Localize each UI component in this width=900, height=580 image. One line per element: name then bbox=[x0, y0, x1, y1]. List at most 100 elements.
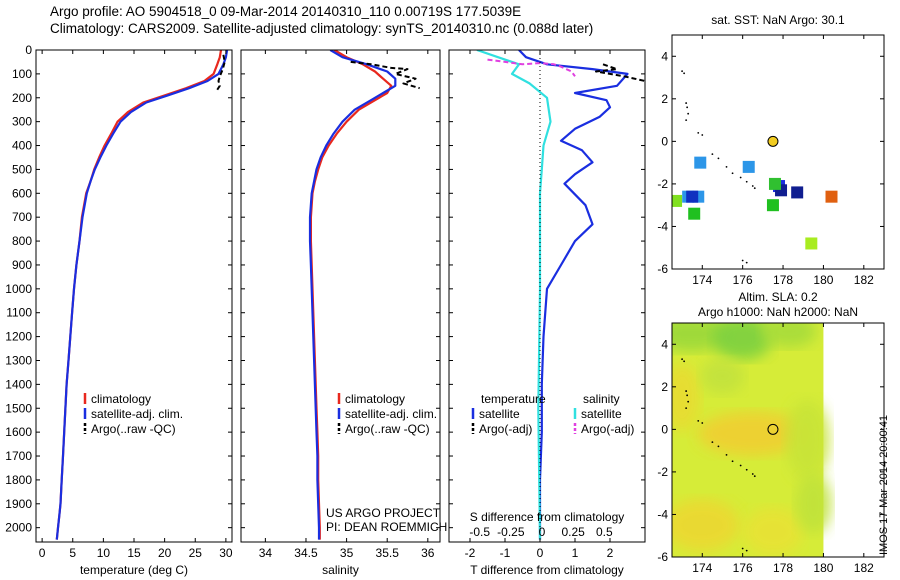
sla-map-ytick-label-1: 2 bbox=[661, 380, 668, 394]
sla-map-island-11 bbox=[731, 460, 734, 463]
sst-map-ytick-label-5: -6 bbox=[657, 262, 668, 276]
temperature-xtick-label-4: 20 bbox=[158, 546, 172, 560]
difference-axes-frame bbox=[448, 49, 646, 543]
depth-tick-label-15: 1500 bbox=[5, 401, 32, 415]
salinity-legend-2-label: Argo(..raw -QC) bbox=[345, 422, 430, 436]
sla-map-island-0 bbox=[681, 358, 683, 361]
sst-square-10 bbox=[688, 207, 701, 220]
difference-x2tick-label-3: 0.25 bbox=[561, 525, 585, 539]
sst-map-xtick-label-4: 182 bbox=[854, 273, 874, 287]
temperature-series-2-line bbox=[215, 54, 226, 92]
sla-map-axes-frame bbox=[671, 322, 885, 558]
sst-map-content bbox=[672, 70, 838, 264]
salinity-xlabel: salinity bbox=[322, 563, 359, 577]
sla-heatmap-patch-2 bbox=[761, 323, 818, 348]
sla-map-island-8 bbox=[711, 441, 714, 444]
temperature-legend-1-label: satellite-adj. clim. bbox=[91, 407, 183, 421]
difference-series-0-line bbox=[518, 50, 629, 540]
sst-map-island-2 bbox=[685, 102, 688, 104]
temperature-xlabel: temperature (deg C) bbox=[80, 563, 188, 577]
depth-tick-label-17: 1700 bbox=[5, 449, 32, 463]
sla-map-title: Altim. SLA: 0.2 bbox=[738, 290, 818, 304]
sla-map-xtick-label-1: 176 bbox=[733, 561, 753, 575]
sst-square-12 bbox=[805, 237, 818, 250]
sst-map-title: sat. SST: NaN Argo: 30.1 bbox=[711, 13, 845, 27]
sst-map-axes-frame bbox=[671, 34, 885, 270]
sst-map-island-13 bbox=[745, 180, 748, 183]
difference-series-group bbox=[476, 50, 645, 540]
sst-map-island-0 bbox=[681, 70, 683, 73]
difference-x2label: S difference from climatology bbox=[470, 510, 625, 524]
sst-map-island-8 bbox=[711, 153, 714, 156]
depth-tick-label-19: 1900 bbox=[5, 497, 32, 511]
sst-map-island-15 bbox=[753, 187, 756, 190]
salinity-xtick-label-4: 36 bbox=[421, 546, 435, 560]
sst-map-ytick-label-3: -2 bbox=[657, 177, 668, 191]
sst-map-xtick-label-2: 178 bbox=[773, 273, 793, 287]
sla-heatmap-group bbox=[672, 323, 832, 557]
sla-map-ytick-label-3: -2 bbox=[657, 465, 668, 479]
difference-series-3-line bbox=[487, 58, 576, 77]
sst-map-island-14 bbox=[751, 185, 754, 187]
sla-heatmap-patch-7 bbox=[742, 507, 803, 556]
temperature-series-group bbox=[55, 50, 229, 540]
depth-tick-label-20: 2000 bbox=[5, 521, 32, 535]
sla-map-island-9 bbox=[717, 445, 720, 448]
depth-tick-label-2: 200 bbox=[12, 91, 32, 105]
sla-map-island-6 bbox=[697, 419, 700, 422]
temperature-legend-0-label: climatology bbox=[91, 392, 151, 406]
sst-map-xtick-label-3: 180 bbox=[813, 273, 833, 287]
salinity-series-2-line bbox=[350, 60, 420, 90]
salinity-series-1-line bbox=[308, 50, 397, 540]
depth-tick-label-9: 900 bbox=[12, 258, 32, 272]
difference-xtick-label-4: 2 bbox=[607, 546, 614, 560]
sst-square-8 bbox=[768, 177, 781, 190]
depth-tick-label-6: 600 bbox=[12, 186, 32, 200]
sla-map-island-13 bbox=[745, 468, 748, 471]
difference-legend-header-salinity: salinity bbox=[583, 392, 620, 406]
difference-xtick-label-0: -2 bbox=[465, 546, 476, 560]
salinity-legend-1-label: satellite-adj. clim. bbox=[345, 407, 437, 421]
difference-series-2-line bbox=[476, 50, 552, 540]
sla-map-island-5 bbox=[685, 407, 688, 409]
temperature-xtick-label-6: 30 bbox=[219, 546, 233, 560]
sst-map-island-7 bbox=[701, 134, 704, 136]
sla-map-subtitle: Argo h1000: NaN h2000: NaN bbox=[698, 305, 858, 319]
difference-x2tick-label-1: -0.25 bbox=[497, 525, 525, 539]
difference-legend-1-label: Argo(-adj) bbox=[479, 422, 532, 436]
sla-heatmap-patch-9 bbox=[700, 358, 745, 395]
depth-tick-label-18: 1800 bbox=[5, 473, 32, 487]
sla-map-island-17 bbox=[745, 549, 748, 552]
sst-map-island-3 bbox=[686, 106, 689, 109]
salinity-series-0-line bbox=[309, 50, 393, 540]
difference-xtick-label-3: 1 bbox=[572, 546, 579, 560]
depth-tick-label-5: 500 bbox=[12, 162, 32, 176]
temperature-xtick-label-0: 0 bbox=[39, 546, 46, 560]
difference-legend-header-temperature: temperature bbox=[481, 392, 546, 406]
depth-tick-label-4: 400 bbox=[12, 139, 32, 153]
sla-map-island-7 bbox=[701, 422, 704, 424]
sst-map-island-10 bbox=[725, 165, 728, 168]
sst-map-ytick-label-1: 2 bbox=[661, 92, 668, 106]
temperature-xtick-label-2: 10 bbox=[97, 546, 111, 560]
sst-map-island-1 bbox=[683, 72, 686, 75]
sla-heatmap-patch-4 bbox=[697, 411, 808, 456]
salinity-annotation-1: PI: DEAN ROEMMICH bbox=[326, 520, 447, 534]
depth-tick-label-13: 1300 bbox=[5, 353, 32, 367]
sla-map-ytick-label-0: 4 bbox=[661, 337, 668, 351]
salinity-annotation-0: US ARGO PROJECT bbox=[326, 506, 441, 520]
sst-square-7 bbox=[791, 186, 804, 199]
timestamp-stamp: IMOS 17-Mar-2014 20:00:41 bbox=[878, 414, 890, 555]
temperature-series-0-line bbox=[55, 50, 223, 540]
depth-tick-label-16: 1600 bbox=[5, 425, 32, 439]
sst-map-ytick-label-4: -4 bbox=[657, 219, 668, 233]
depth-tick-label-0: 0 bbox=[25, 43, 32, 57]
sst-map-island-5 bbox=[685, 119, 688, 121]
salinity-axes-frame bbox=[240, 49, 441, 543]
sst-map-island-17 bbox=[745, 261, 748, 264]
difference-x2tick-label-2: 0 bbox=[539, 525, 546, 539]
depth-tick-label-7: 700 bbox=[12, 210, 32, 224]
depth-tick-label-3: 300 bbox=[12, 115, 32, 129]
sst-map-island-4 bbox=[687, 112, 690, 115]
